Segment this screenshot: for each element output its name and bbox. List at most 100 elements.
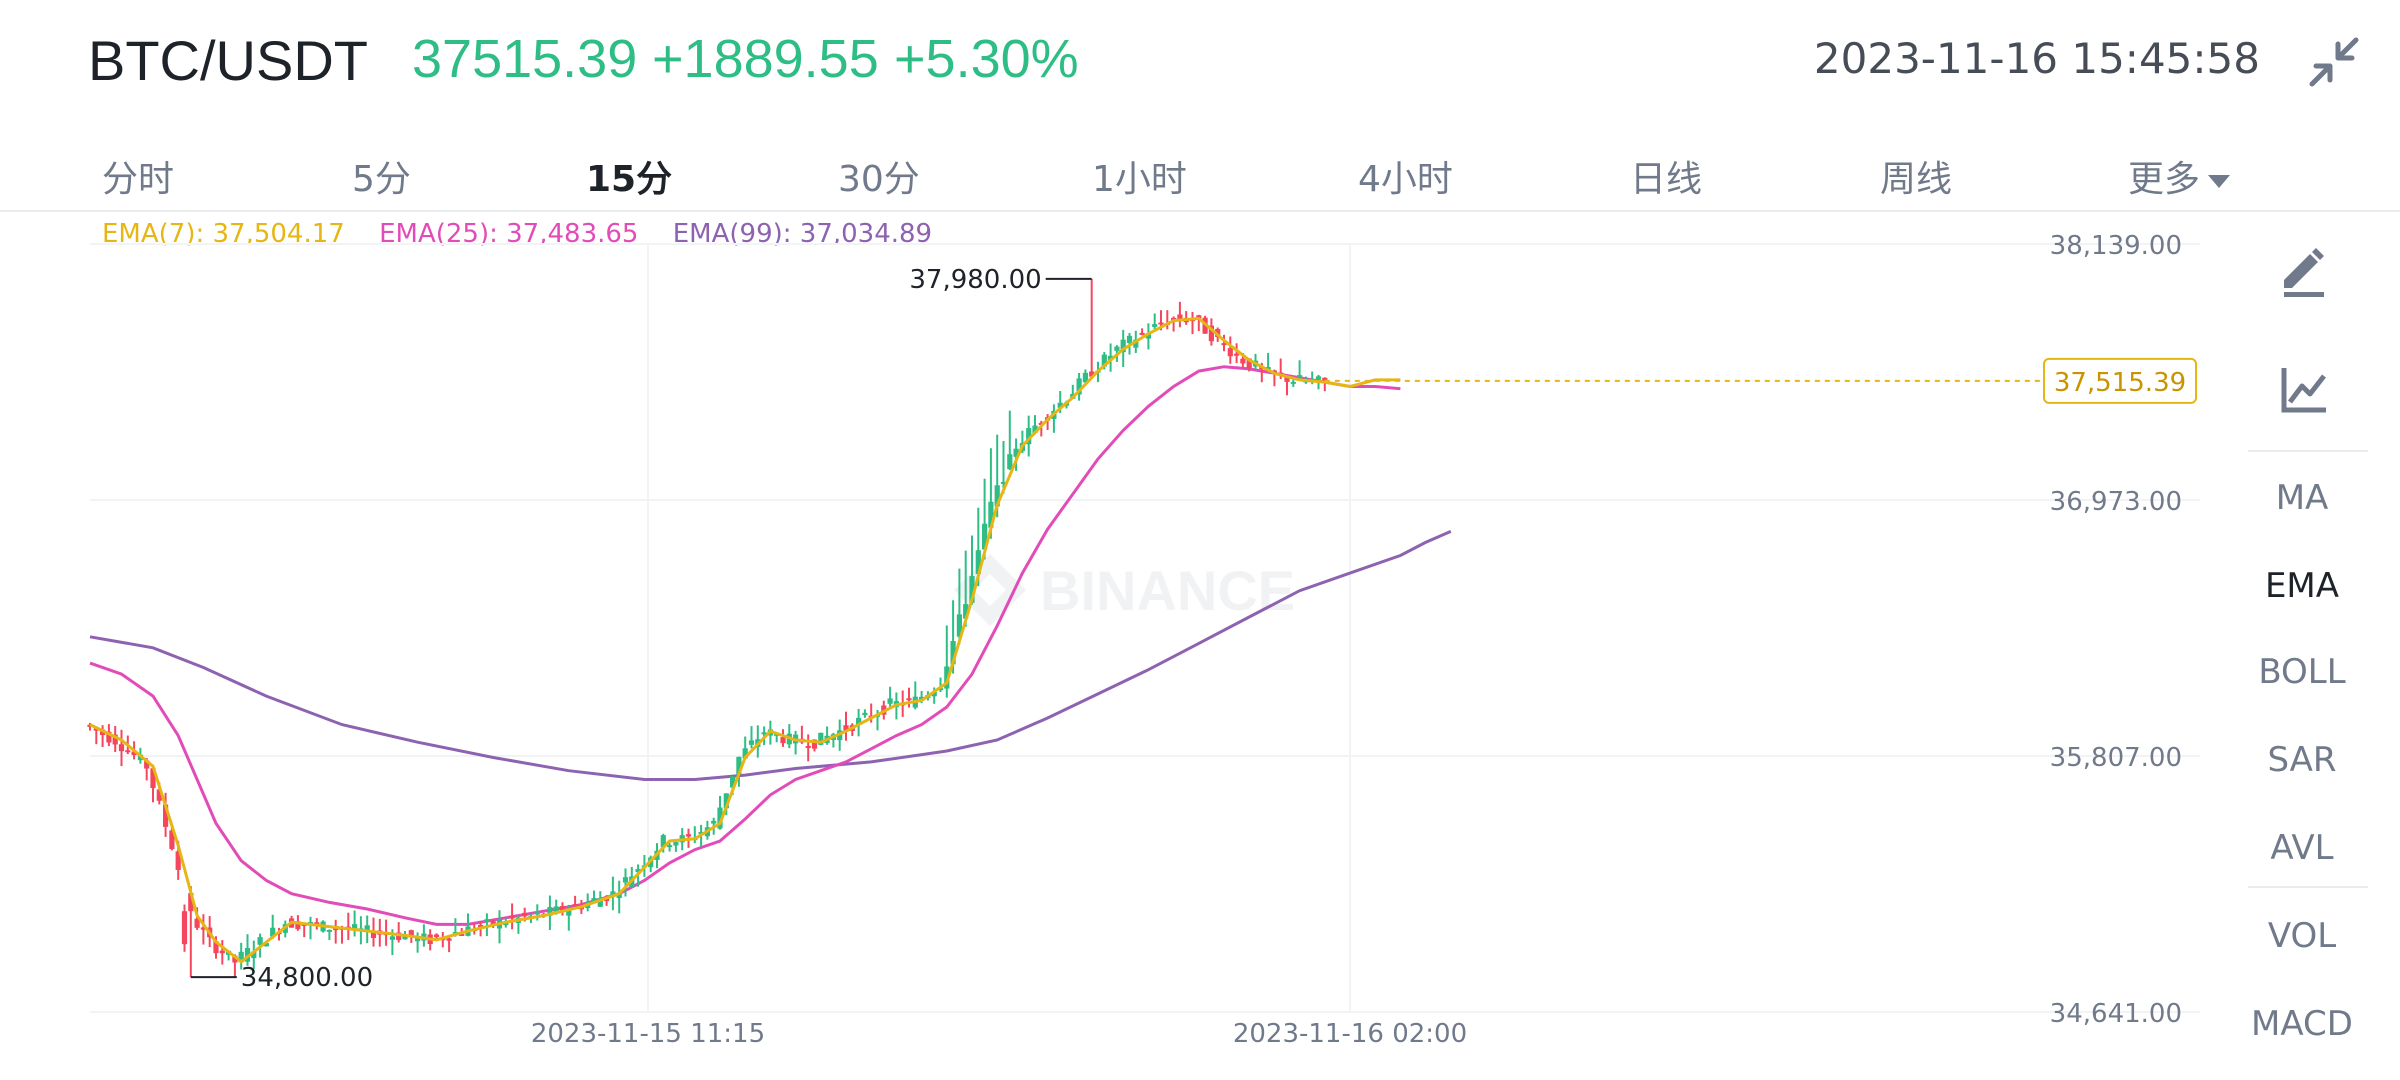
candle-body — [862, 712, 868, 716]
candle-body — [1196, 315, 1202, 319]
candle-body — [887, 698, 893, 704]
candle-body — [1246, 358, 1252, 369]
candle-body — [1133, 339, 1139, 348]
candle-body — [459, 933, 465, 936]
tab-5min[interactable]: 5分 — [352, 159, 411, 200]
ema99-line — [89, 530, 1452, 781]
candle-body — [1234, 353, 1240, 356]
tab-30min[interactable]: 30分 — [838, 159, 920, 200]
candle-body — [559, 906, 566, 912]
candle-body — [534, 912, 540, 915]
candle-body — [213, 941, 219, 954]
tab-weekly[interactable]: 周线 — [1880, 159, 1953, 200]
candle-body — [742, 748, 748, 759]
candle-body — [1013, 448, 1019, 457]
candle-body — [1120, 339, 1126, 353]
candle-body — [244, 947, 251, 962]
time-axis-label: 2023-11-15 11:15 — [531, 1019, 765, 1049]
candle-body — [364, 925, 370, 931]
tab-15min[interactable]: 15分 — [586, 159, 673, 200]
candle-body — [1240, 358, 1246, 364]
candle-body — [950, 641, 956, 665]
candle-body — [963, 604, 969, 619]
candle-body — [1158, 322, 1164, 325]
price-axis-label: 35,807.00 — [2050, 743, 2182, 773]
candle-body — [730, 776, 736, 788]
ticker-header: BTC/USDT 37515.39 +1889.55 +5.30% 2023-1… — [0, 0, 2400, 130]
candle-body — [906, 698, 912, 701]
ema25-line — [89, 365, 1401, 926]
candle-body — [969, 576, 975, 603]
candle-body — [944, 666, 950, 689]
candle-body — [843, 725, 849, 731]
candle-body — [314, 922, 320, 925]
tab-daily[interactable]: 日线 — [1630, 159, 1703, 200]
tab-1hour[interactable]: 1小时 — [1092, 159, 1187, 200]
chart-grid — [90, 243, 2200, 1013]
candle-body — [181, 911, 188, 945]
candle-body — [163, 804, 169, 827]
candle-body — [1221, 343, 1227, 346]
candle-body — [1076, 378, 1082, 395]
candle-body — [1032, 425, 1038, 433]
indicator-macd[interactable]: MACD — [2251, 1004, 2353, 1044]
time-axis-label: 2023-11-16 02:00 — [1233, 1019, 1467, 1049]
tab-more[interactable]: 更多 — [2128, 150, 2231, 202]
tab-more-label: 更多 — [2128, 159, 2201, 200]
candle-body — [446, 938, 452, 941]
candle-body — [1108, 355, 1114, 361]
candle-body — [333, 928, 339, 931]
candle-body — [856, 717, 862, 725]
price-axis-label: 38,139.00 — [2050, 231, 2182, 261]
candle-body — [685, 834, 692, 837]
candle-body — [219, 950, 225, 954]
price-change-percent: +5.30% — [894, 29, 1079, 89]
candle-body — [370, 932, 377, 939]
draw-pencil-icon[interactable] — [2272, 242, 2336, 306]
candle-body — [194, 918, 200, 928]
watermark-text: BINANCE — [1040, 559, 1295, 622]
candle-body — [1007, 454, 1013, 470]
kline-chart[interactable]: BINANCE 34,800.00 37,980.00 37,515.39 38,1… — [0, 212, 2248, 1080]
collapse-icon[interactable] — [2306, 34, 2362, 90]
ema7-path — [89, 316, 1401, 964]
interval-tabs: 分时 5分 15分 30分 1小时 4小时 日线 周线 更多 — [0, 140, 2400, 212]
ema7-line — [89, 316, 1401, 964]
candle-body — [1284, 376, 1290, 382]
indicator-avl[interactable]: AVL — [2270, 828, 2334, 868]
candle-body — [610, 891, 616, 897]
candle-body — [566, 910, 572, 916]
indicator-ma[interactable]: MA — [2275, 478, 2329, 518]
pair-symbol[interactable]: BTC/USDT — [88, 29, 368, 92]
indicator-boll[interactable]: BOLL — [2258, 652, 2346, 692]
indicator-chart-icon[interactable] — [2272, 358, 2336, 422]
candle-body — [1082, 372, 1088, 383]
candle-body — [748, 740, 755, 745]
candle-body — [263, 943, 269, 947]
candle-body — [112, 734, 118, 745]
candle-body — [956, 614, 962, 637]
last-price: 37515.39 — [412, 29, 638, 89]
candle-body — [238, 951, 244, 963]
candle-body — [994, 485, 1000, 507]
ema25-path — [89, 365, 1401, 926]
indicator-ema[interactable]: EMA — [2264, 566, 2340, 606]
sidebar-divider — [2248, 450, 2368, 452]
caret-down-icon — [2208, 174, 2231, 188]
candle-body — [1057, 402, 1063, 408]
candle-body — [433, 934, 440, 938]
candle-body — [270, 927, 276, 937]
tab-time-sharing[interactable]: 分时 — [102, 159, 175, 200]
candle-body — [667, 845, 673, 848]
candle-body — [1000, 481, 1007, 484]
price-change: +1889.55 — [652, 29, 879, 89]
candle-body — [118, 744, 125, 752]
candle-body — [547, 907, 553, 916]
time-axis: 2023-11-15 11:15 2023-11-16 02:00 — [531, 1019, 1467, 1049]
candle-body — [522, 912, 528, 917]
tab-4hour[interactable]: 4小时 — [1358, 159, 1453, 200]
indicator-vol[interactable]: VOL — [2267, 916, 2337, 956]
candle-body — [326, 929, 332, 932]
candle-body — [257, 937, 263, 945]
indicator-sar[interactable]: SAR — [2267, 740, 2337, 780]
